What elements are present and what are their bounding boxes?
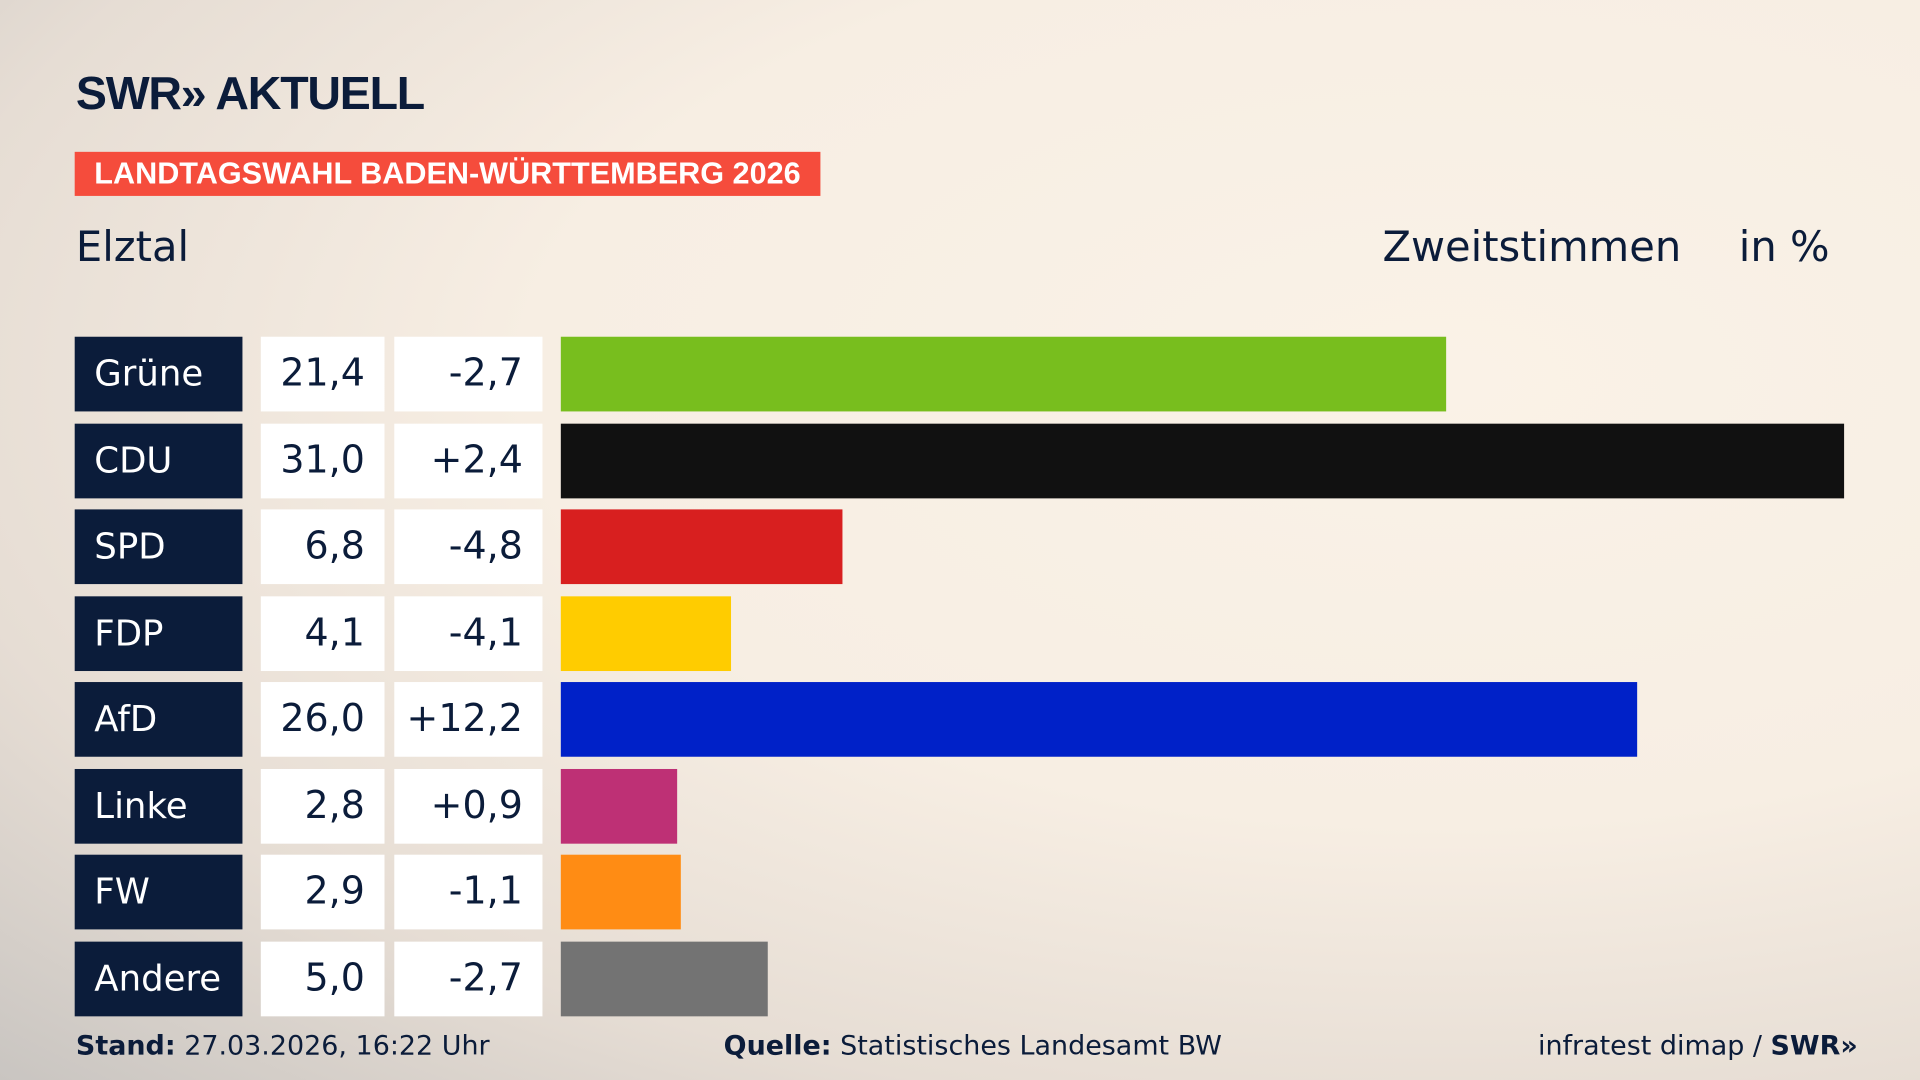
value-label: 31,0: [260, 423, 385, 498]
value-label: 2,8: [260, 768, 385, 844]
bar-cdu: [560, 423, 1845, 498]
party-label: FW: [74, 854, 243, 930]
value-label: 5,0: [260, 941, 385, 1016]
party-label: SPD: [74, 509, 243, 585]
unit-label: in %: [1738, 222, 1830, 272]
change-label: -2,7: [394, 336, 543, 412]
bar-grüne: [560, 336, 1447, 412]
value-label: 2,9: [260, 854, 385, 930]
bar-linke: [560, 768, 677, 844]
source-label: Quelle:: [723, 1031, 832, 1062]
party-label: FDP: [74, 595, 243, 671]
bar-afd: [560, 682, 1638, 757]
value-label: 26,0: [260, 682, 385, 757]
change-label: +0,9: [394, 768, 543, 844]
source-value: Statistisches Landesamt BW: [840, 1031, 1222, 1062]
credit-text: infratest dimap /: [1537, 1031, 1771, 1062]
vote-type-label: Zweitstimmen: [1382, 222, 1682, 272]
source-info: Quelle: Statistisches Landesamt BW: [724, 1031, 1222, 1062]
change-label: -2,7: [394, 941, 543, 1016]
swr-logo-small: SWR»: [1770, 1031, 1858, 1062]
bar-fw: [560, 854, 681, 930]
party-label: Grüne: [74, 336, 243, 412]
party-label: CDU: [74, 423, 243, 498]
bar-andere: [560, 941, 768, 1016]
credit: infratest dimap / SWR»: [1538, 1031, 1858, 1062]
bar-fdp: [560, 595, 731, 671]
value-label: 21,4: [260, 336, 385, 412]
change-label: -1,1: [394, 854, 543, 930]
stand-value: 27.03.2026, 16:22 Uhr: [184, 1031, 490, 1062]
stand-label: Stand:: [75, 1031, 176, 1062]
value-label: 4,1: [260, 595, 385, 671]
party-label: Linke: [74, 768, 243, 844]
change-label: +2,4: [394, 423, 543, 498]
bar-spd: [560, 509, 843, 585]
change-label: -4,1: [394, 595, 543, 671]
election-banner: LANDTAGSWAHL BADEN-WÜRTTEMBERG 2026: [74, 151, 821, 196]
region-title: Elztal: [75, 222, 190, 272]
party-label: Andere: [74, 941, 243, 1016]
value-label: 6,8: [260, 509, 385, 585]
swr-aktuell-logo: SWR» AKTUELL: [75, 68, 425, 121]
change-label: +12,2: [394, 682, 543, 757]
party-label: AfD: [74, 682, 243, 757]
stand-info: Stand: 27.03.2026, 16:22 Uhr: [76, 1031, 490, 1062]
change-label: -4,8: [394, 509, 543, 585]
